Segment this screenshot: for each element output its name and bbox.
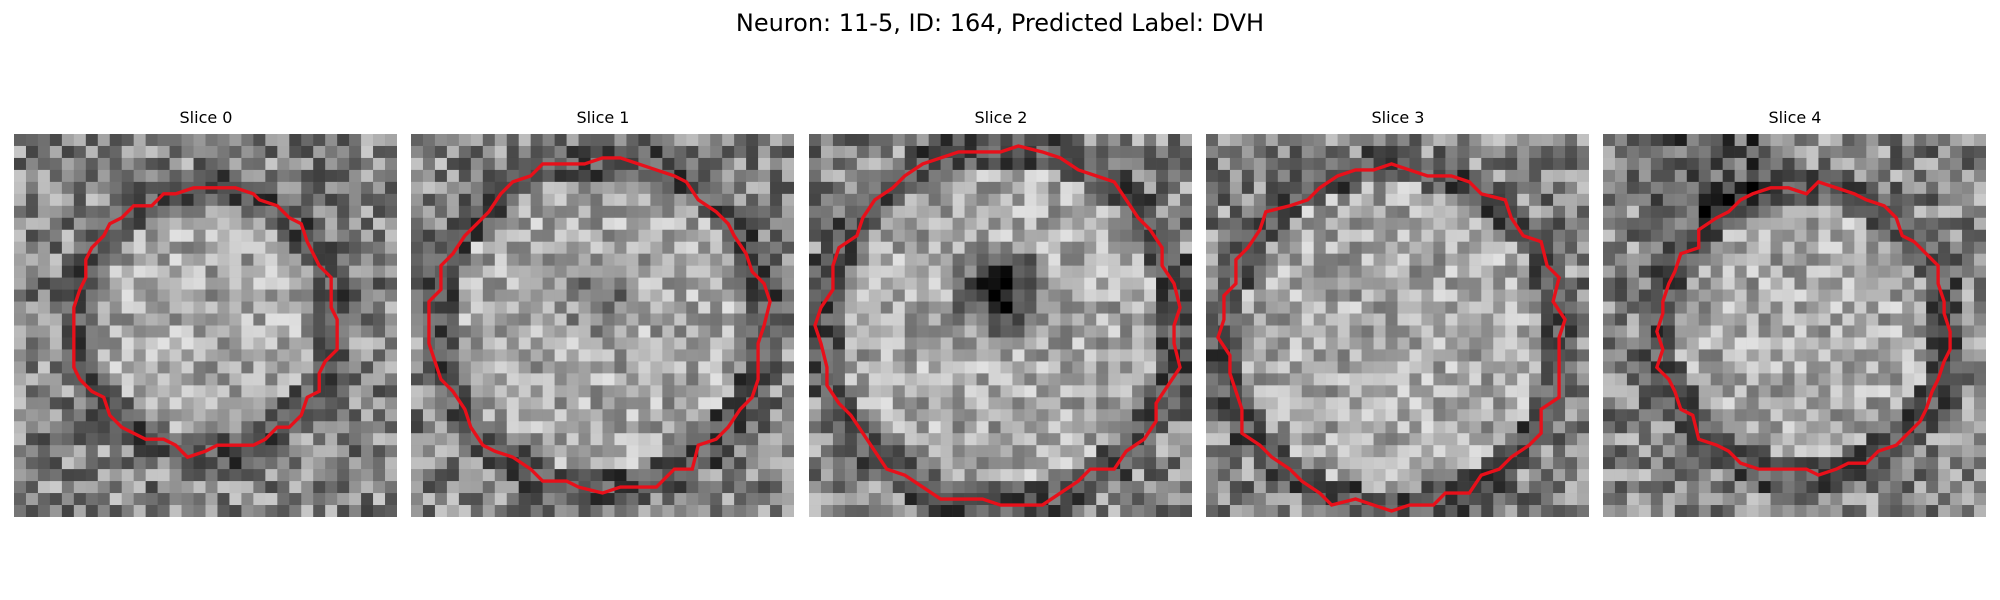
slice-panel-4: Slice 4 (1603, 108, 1987, 517)
segmentation-contour (813, 144, 1182, 507)
slice-panel-2: Slice 2 (809, 108, 1193, 517)
slice-image-1 (411, 134, 794, 517)
slice-panel-1: Slice 1 (411, 108, 795, 517)
slice-title-2: Slice 2 (974, 108, 1028, 127)
slice-title-4: Slice 4 (1768, 108, 1822, 127)
figure-title: Neuron: 11-5, ID: 164, Predicted Label: … (735, 9, 1265, 37)
segmentation-contour (427, 156, 772, 495)
slice-title-1: Slice 1 (576, 108, 630, 127)
slice-image-0 (14, 134, 397, 517)
segmentation-contour (1216, 162, 1567, 513)
slice-image-2 (809, 134, 1192, 517)
slice-image-3 (1206, 134, 1589, 517)
slice-panel-0: Slice 0 (14, 108, 398, 517)
slice-title-0: Slice 0 (179, 108, 233, 127)
slice-title-3: Slice 3 (1371, 108, 1425, 127)
segmentation-contour (72, 186, 339, 460)
segmentation-contour (1654, 179, 1952, 477)
slice-image-4 (1603, 134, 1986, 517)
slice-panel-3: Slice 3 (1206, 108, 1590, 517)
